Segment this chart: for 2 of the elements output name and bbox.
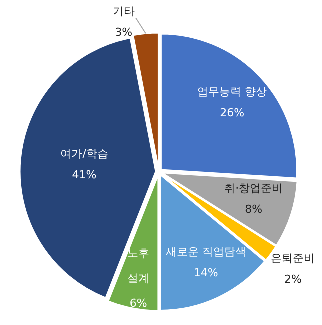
data-label: 3% bbox=[115, 26, 133, 40]
slice-label: 기타 bbox=[112, 5, 135, 18]
